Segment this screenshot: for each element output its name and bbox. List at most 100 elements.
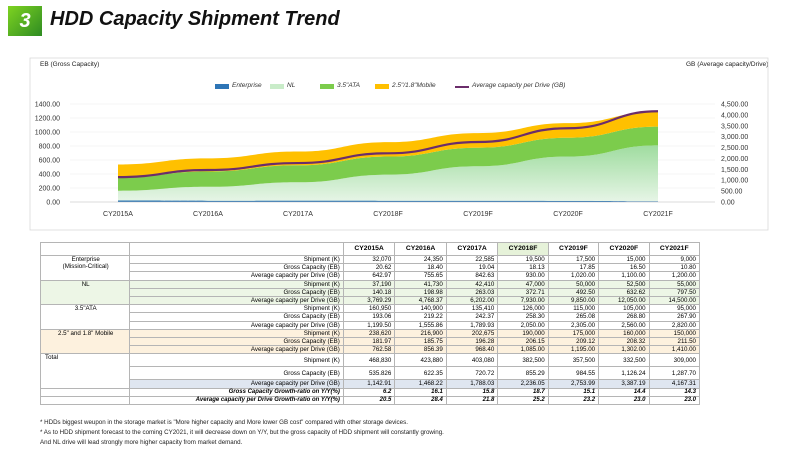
table-value: 14.3: [648, 387, 701, 397]
table-row: Gross Capacity (EB) 193.06 219.22 242.37 258…: [40, 312, 701, 322]
footnote: * HDDs biggest weupon in the storage mar…: [40, 419, 408, 426]
table-value: 263.03: [445, 287, 499, 298]
table-value: 762.58: [342, 345, 396, 355]
legend-label: Enterprise: [232, 82, 262, 89]
table-value: 181.97: [342, 337, 396, 347]
left-tick-label: 0.00: [46, 200, 60, 207]
x-tick-label: CY2021F: [643, 211, 673, 218]
table-value: 622.35: [394, 366, 447, 381]
row-label: Shipment (K): [129, 328, 344, 339]
table-value: 198.98: [394, 287, 447, 298]
table-value: 403,080: [445, 353, 499, 368]
table-value: 12,050.00: [598, 296, 650, 306]
legend-swatch: [455, 86, 469, 88]
table-value: 2,753.99: [547, 379, 600, 389]
table-value: 105,000: [598, 304, 650, 314]
table-value: 267.90: [648, 312, 701, 322]
footnotes: * HDDs biggest weupon in the storage mar…: [40, 418, 444, 448]
table-value: 196.28: [445, 337, 499, 347]
x-tick-label: CY2020F: [553, 211, 583, 218]
table-value: 115,000: [547, 304, 600, 314]
table-value: 208.32: [598, 337, 650, 347]
table-value: 357,500: [547, 353, 600, 368]
table-value: 24,350: [394, 254, 447, 265]
footnote: And NL drive will lead strongly more hig…: [40, 439, 243, 446]
row-label: Gross Capacity (EB): [129, 312, 344, 322]
table-value: 1,287.70: [648, 366, 701, 381]
table-value: 755.65: [394, 271, 447, 281]
table-value: 14.4: [598, 387, 650, 397]
table-value: 15.8: [445, 387, 499, 397]
legend-swatch: [270, 84, 284, 89]
table-value: 18.7: [497, 387, 549, 397]
table-value: 126,000: [497, 304, 549, 314]
table-value: 160,950: [342, 304, 396, 314]
table-value: 6.2: [342, 387, 396, 397]
table-value: 55,000: [648, 279, 701, 289]
blank-cell: [39, 395, 131, 406]
table-value: 206.15: [497, 337, 549, 347]
table-value: 535.826: [342, 366, 396, 381]
table-value: 10.80: [648, 263, 701, 273]
table-value: 22,585: [445, 254, 499, 265]
row-label: Average capacity per Drive (GB): [129, 379, 344, 389]
column-header: CY2016A: [394, 242, 447, 256]
row-label: Gross Capacity Growth-ratio on Y/Y(%): [129, 387, 344, 397]
table-row: Total Shipment (K) 468,830 423,880 403,080 38…: [39, 353, 701, 389]
table-value: 1,788.03: [445, 379, 499, 389]
row-label: Gross Capacity (EB): [129, 337, 344, 347]
x-tick-label: CY2015A: [103, 211, 133, 218]
table-value: 2,305.00: [547, 320, 600, 330]
table-value: 4,768.37: [394, 296, 447, 306]
table-value: 16.50: [598, 263, 650, 273]
title-bar: 3 HDD Capacity Shipment Trend: [0, 0, 800, 42]
table-value: 1,410.00: [648, 345, 701, 355]
column-header: CY2020F: [598, 242, 650, 256]
right-tick-label: 4,000.00: [721, 112, 748, 119]
left-tick-label: 1400.00: [35, 102, 60, 109]
table-value: 175,000: [547, 328, 600, 339]
row-label: Average capacity per Drive (GB): [129, 345, 344, 355]
legend-swatch: [375, 84, 389, 89]
right-axis-title: GB (Average capacity/Drive): [686, 61, 769, 68]
table-value: 140.18: [342, 287, 396, 298]
table-value: 2,820.00: [648, 320, 701, 330]
table-value: 1,789.93: [445, 320, 499, 330]
table-value: 150,000: [648, 328, 701, 339]
table-value: 185.75: [394, 337, 447, 347]
legend-label: Average capacity per Drive (GB): [472, 82, 566, 89]
table-value: 642.97: [342, 271, 396, 281]
table-value: 21.8: [445, 395, 499, 406]
right-tick-label: 2,500.00: [721, 145, 748, 152]
left-axis-title: EB (Gross Capacity): [40, 61, 100, 68]
table-value: 1,195.00: [547, 345, 600, 355]
chart-frame: [29, 57, 769, 231]
table-value: 15.1: [547, 387, 600, 397]
table-row: Average capacity per Drive (GB) 762.58 856…: [40, 345, 701, 355]
row-label: Shipment (K): [129, 304, 344, 314]
x-tick-label: CY2018F: [373, 211, 403, 218]
table-value: 242.37: [445, 312, 499, 322]
right-tick-label: 3,500.00: [721, 123, 748, 130]
table-value: 265.08: [547, 312, 600, 322]
table-value: 47,000: [497, 279, 549, 289]
table-value: 3,387.19: [598, 379, 650, 389]
table-value: 1,020.00: [547, 271, 600, 281]
area-series-2-5-1-8-mobile: [118, 111, 658, 178]
table-row: Gross Capacity (EB) 20.62 18.40 19.04 18.13 1…: [40, 263, 701, 273]
table-value: 219.22: [394, 312, 447, 322]
x-tick-label: CY2017A: [283, 211, 313, 218]
left-tick-label: 400.00: [39, 172, 61, 179]
table-value: 23.0: [598, 395, 650, 406]
table-row: Average capacity per Drive (GB) 1,142.91 1…: [40, 379, 701, 389]
table-value: 632.62: [598, 287, 650, 298]
table-value: 1,085.00: [497, 345, 549, 355]
growth-row: Gross Capacity Growth-ratio on Y/Y(%) 6.2…: [39, 387, 701, 397]
area-series-enterprise: [118, 200, 658, 202]
table-value: 1,199.50: [342, 320, 396, 330]
table-value: 492.50: [547, 287, 600, 298]
table-row: Gross Capacity (EB) 535.826 622.35 720.72 85…: [40, 366, 701, 381]
segment-label: 3.5"ATA: [39, 304, 131, 330]
table-value: 309,000: [648, 353, 701, 368]
legend-label: NL: [287, 82, 296, 89]
